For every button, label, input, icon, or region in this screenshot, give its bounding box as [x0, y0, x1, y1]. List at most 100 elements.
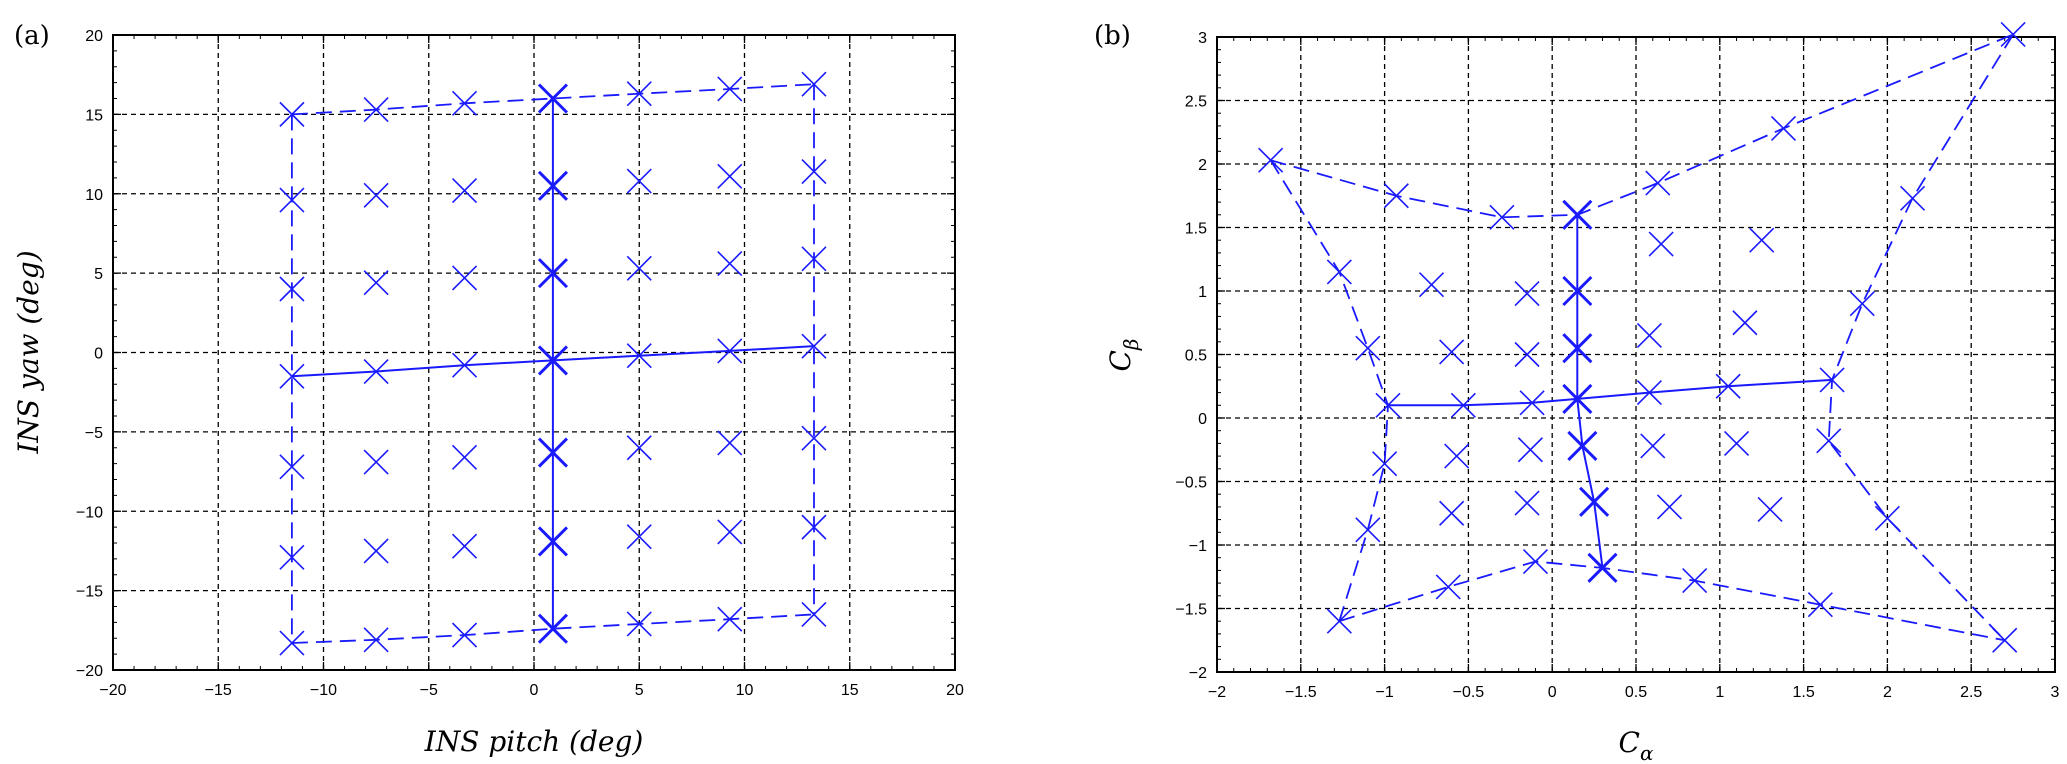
- center-point-marker: [537, 526, 569, 557]
- y-tick-label: 15: [85, 107, 103, 124]
- data-point-marker: [1418, 272, 1445, 298]
- plot-frame: [112, 34, 956, 671]
- center-point-marker: [1562, 199, 1593, 230]
- data-point-marker: [717, 251, 743, 277]
- center-point-marker: [537, 613, 569, 644]
- data-point-marker: [1816, 428, 1842, 454]
- data-point-marker: [717, 76, 743, 102]
- x-tick-label: 10: [736, 682, 754, 699]
- data-point-marker: [1439, 339, 1465, 365]
- x-tick-label: −1.5: [1285, 684, 1317, 701]
- data-point-marker: [717, 163, 743, 189]
- data-point-marker: [801, 246, 827, 272]
- center-point-marker: [1562, 333, 1593, 364]
- data-point-marker: [1636, 322, 1662, 349]
- center-point-marker: [1567, 430, 1598, 462]
- center-point-marker: [1562, 383, 1593, 415]
- data-point-marker: [1807, 592, 1833, 618]
- center-point-marker: [537, 437, 569, 468]
- data-point-marker: [279, 454, 305, 480]
- y-tick-label: 2.5: [1185, 94, 1207, 111]
- data-point-marker: [1439, 500, 1465, 526]
- data-point-marker: [1522, 548, 1549, 575]
- y-tick-label: 3: [1198, 30, 1207, 47]
- data-point-marker: [626, 611, 652, 637]
- data-point-marker: [1326, 608, 1352, 634]
- data-point-marker: [1326, 259, 1352, 285]
- y-axis-label-subscript: β: [1119, 339, 1143, 352]
- data-point-marker: [1732, 310, 1758, 336]
- x-tick-label: 2: [1883, 684, 1892, 701]
- data-point-marker: [1355, 335, 1381, 361]
- y-tick-label: 10: [85, 187, 103, 204]
- x-tick-label: −20: [99, 682, 126, 699]
- x-tick-label: 3: [2051, 684, 2060, 701]
- data-point-marker: [451, 352, 478, 378]
- dashed-boundary-line: [1339, 560, 2005, 642]
- y-tick-label: −5: [85, 425, 103, 442]
- x-tick-label: −5: [420, 682, 438, 699]
- dashed-boundary-line: [1827, 34, 2014, 641]
- data-point-marker: [451, 265, 478, 291]
- data-point-marker: [1489, 204, 1515, 230]
- data-point-marker: [1258, 147, 1284, 173]
- data-point-marker: [1444, 443, 1470, 469]
- x-axis-label: INS pitch (deg): [424, 725, 644, 758]
- dashed-boundary-line: [1269, 159, 1389, 622]
- y-tick-label: −15: [76, 584, 103, 601]
- data-point-marker: [801, 333, 827, 359]
- data-point-marker: [363, 358, 389, 385]
- x-tick-label: −1: [1375, 684, 1393, 701]
- x-tick-label: 20: [946, 682, 964, 699]
- data-point-marker: [363, 182, 389, 208]
- data-point-marker: [1640, 433, 1666, 459]
- y-tick-label: 1: [1198, 284, 1207, 301]
- data-point-marker: [279, 630, 305, 656]
- y-tick-label: 0: [1198, 411, 1207, 428]
- y-axis-label: Cβ: [1104, 339, 1143, 372]
- data-point-marker: [801, 71, 827, 97]
- data-point-marker: [451, 178, 478, 204]
- y-tick-label: 1.5: [1185, 221, 1207, 238]
- data-point-marker: [1723, 430, 1750, 456]
- panel-label: (b): [1094, 21, 1131, 51]
- data-point-marker: [363, 627, 389, 653]
- data-point-marker: [363, 270, 389, 296]
- x-tick-label: 1: [1715, 684, 1724, 701]
- data-point-marker: [363, 97, 389, 123]
- y-tick-label: −10: [76, 504, 103, 521]
- data-point-marker: [801, 601, 827, 628]
- data-point-marker: [2000, 21, 2026, 48]
- data-point-marker: [1645, 170, 1671, 196]
- data-point-marker: [801, 425, 827, 451]
- data-point-marker: [1383, 183, 1409, 209]
- y-tick-label: 20: [85, 28, 103, 45]
- solid-axis-line: [1388, 378, 1833, 407]
- data-point-marker: [1514, 490, 1540, 516]
- data-point-marker: [626, 81, 652, 107]
- y-tick-label: 0: [94, 346, 103, 363]
- x-tick-label: −0.5: [1453, 684, 1485, 701]
- data-point-marker: [1757, 496, 1783, 523]
- x-tick-label: 0.5: [1625, 684, 1647, 701]
- data-point-marker: [1770, 115, 1797, 142]
- data-point-marker: [1517, 437, 1543, 463]
- y-tick-label: 5: [94, 266, 103, 283]
- x-axis-label-subscript: α: [1640, 741, 1654, 764]
- data-point-marker: [279, 187, 305, 213]
- data-point-marker: [1450, 392, 1476, 418]
- x-tick-label: 2.5: [1960, 684, 1982, 701]
- chart-panel-1: −20 −15 −10 −5 0 5 10 15 20 −20 −15 −10 −5 0 5 10 15 20 (a…: [12, 21, 964, 758]
- x-tick-label: 1.5: [1792, 684, 1814, 701]
- data-point-marker: [1514, 280, 1540, 307]
- data-point-marker: [279, 101, 305, 127]
- center-point-marker: [537, 170, 569, 201]
- data-point-marker: [1372, 451, 1398, 477]
- data-point-marker: [451, 444, 478, 470]
- center-point-marker: [1579, 486, 1610, 517]
- data-point-marker: [626, 168, 652, 194]
- center-point-marker: [1587, 552, 1618, 583]
- data-point-marker: [1375, 392, 1401, 418]
- x-tick-label: −15: [205, 682, 232, 699]
